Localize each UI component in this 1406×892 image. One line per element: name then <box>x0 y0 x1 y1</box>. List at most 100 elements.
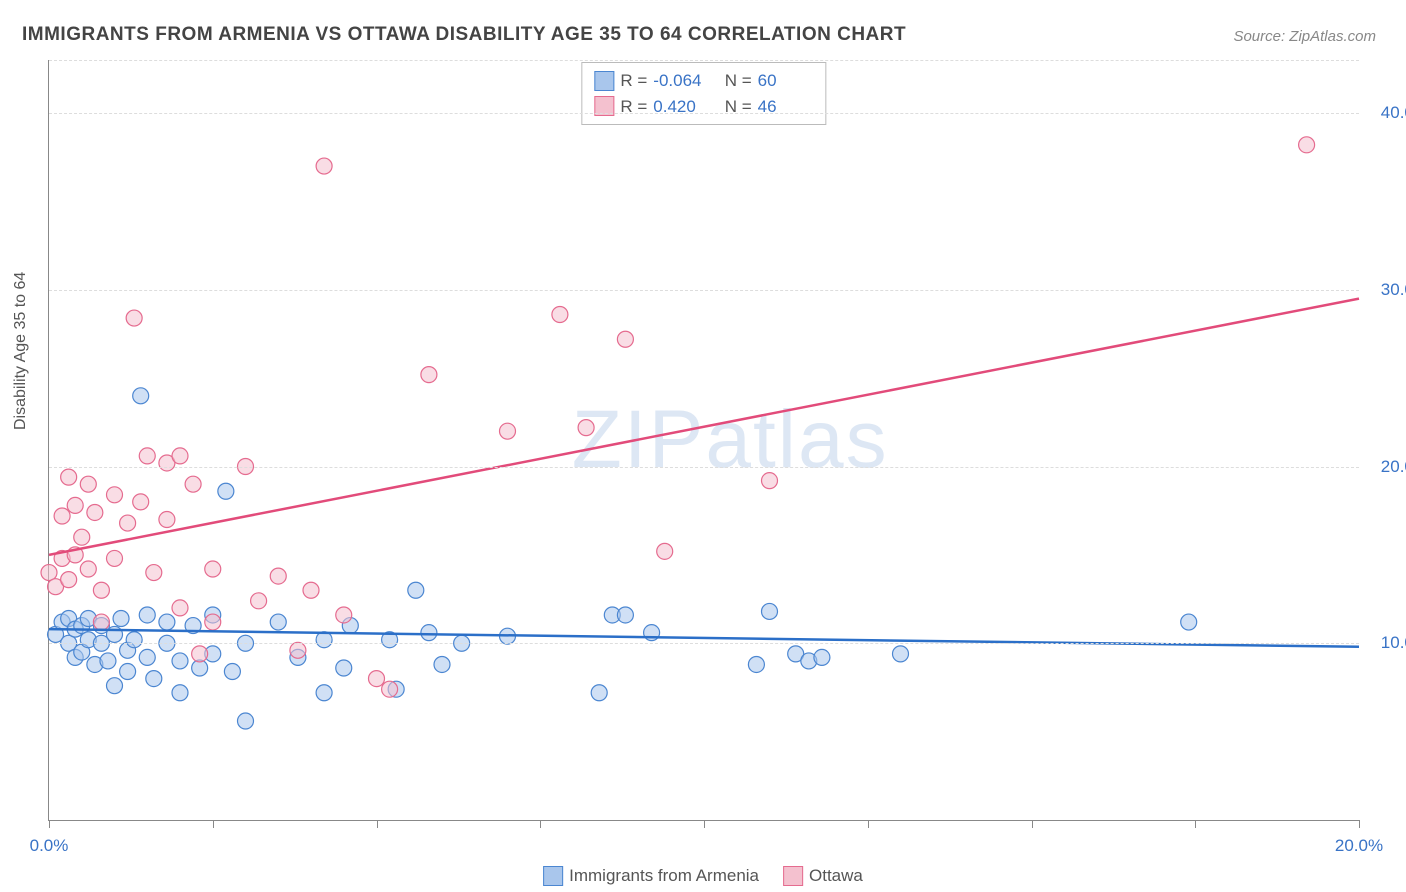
y-tick-label: 10.0% <box>1369 633 1406 653</box>
data-point <box>814 649 830 665</box>
data-point <box>617 607 633 623</box>
y-tick-label: 40.0% <box>1369 103 1406 123</box>
data-point <box>120 664 136 680</box>
data-point <box>100 653 116 669</box>
data-point <box>1299 137 1315 153</box>
data-point <box>107 487 123 503</box>
data-point <box>113 611 129 627</box>
legend-item: Ottawa <box>783 866 863 886</box>
legend-r-value: -0.064 <box>653 68 709 94</box>
legend-correlation: R = -0.064 N = 60R = 0.420 N = 46 <box>581 62 826 125</box>
data-point <box>382 681 398 697</box>
data-point <box>93 614 109 630</box>
gridline <box>49 643 1359 644</box>
data-point <box>434 656 450 672</box>
data-point <box>159 512 175 528</box>
y-axis-label: Disability Age 35 to 64 <box>12 272 30 430</box>
data-point <box>107 678 123 694</box>
data-point <box>172 448 188 464</box>
data-point <box>238 713 254 729</box>
data-point <box>762 473 778 489</box>
data-point <box>290 642 306 658</box>
data-point <box>139 649 155 665</box>
x-tick-label: 20.0% <box>1335 836 1383 856</box>
data-point <box>126 310 142 326</box>
scatter-svg <box>49 60 1359 820</box>
x-tick-label: 0.0% <box>30 836 69 856</box>
legend-n-value: 46 <box>758 94 814 120</box>
x-tick <box>1359 820 1360 828</box>
data-point <box>74 529 90 545</box>
data-point <box>421 625 437 641</box>
x-tick <box>868 820 869 828</box>
data-point <box>369 671 385 687</box>
x-tick <box>49 820 50 828</box>
data-point <box>748 656 764 672</box>
legend-row: R = 0.420 N = 46 <box>594 94 813 120</box>
data-point <box>54 508 70 524</box>
data-point <box>159 614 175 630</box>
data-point <box>578 420 594 436</box>
data-point <box>205 614 221 630</box>
data-point <box>316 158 332 174</box>
data-point <box>303 582 319 598</box>
x-tick <box>540 820 541 828</box>
data-point <box>107 550 123 566</box>
x-tick <box>1195 820 1196 828</box>
legend-swatch <box>543 866 563 886</box>
legend-r-value: 0.420 <box>653 94 709 120</box>
legend-swatch <box>783 866 803 886</box>
data-point <box>80 476 96 492</box>
data-point <box>408 582 424 598</box>
data-point <box>133 494 149 510</box>
data-point <box>67 497 83 513</box>
data-point <box>146 565 162 581</box>
data-point <box>762 603 778 619</box>
data-point <box>316 685 332 701</box>
data-point <box>552 307 568 323</box>
data-point <box>421 367 437 383</box>
data-point <box>270 568 286 584</box>
legend-n-label: N = <box>715 68 751 94</box>
legend-r-label: R = <box>620 68 647 94</box>
x-tick <box>1032 820 1033 828</box>
gridline <box>49 290 1359 291</box>
data-point <box>133 388 149 404</box>
data-point <box>146 671 162 687</box>
data-point <box>591 685 607 701</box>
data-point <box>192 646 208 662</box>
data-point <box>172 653 188 669</box>
data-point <box>205 561 221 577</box>
data-point <box>1181 614 1197 630</box>
plot-area: ZIPatlas R = -0.064 N = 60R = 0.420 N = … <box>48 60 1359 821</box>
legend-n-label: N = <box>715 94 751 120</box>
data-point <box>126 632 142 648</box>
data-point <box>251 593 267 609</box>
gridline <box>49 60 1359 61</box>
y-tick-label: 20.0% <box>1369 457 1406 477</box>
legend-label: Immigrants from Armenia <box>569 866 759 886</box>
data-point <box>61 469 77 485</box>
data-point <box>657 543 673 559</box>
data-point <box>61 572 77 588</box>
y-tick-label: 30.0% <box>1369 280 1406 300</box>
x-tick <box>213 820 214 828</box>
chart-title: IMMIGRANTS FROM ARMENIA VS OTTAWA DISABI… <box>22 24 906 46</box>
trend-line <box>49 299 1359 555</box>
gridline <box>49 113 1359 114</box>
data-point <box>185 476 201 492</box>
gridline <box>49 467 1359 468</box>
data-point <box>617 331 633 347</box>
data-point <box>87 504 103 520</box>
x-tick <box>377 820 378 828</box>
data-point <box>172 600 188 616</box>
data-point <box>500 423 516 439</box>
data-point <box>172 685 188 701</box>
data-point <box>893 646 909 662</box>
data-point <box>139 607 155 623</box>
data-point <box>270 614 286 630</box>
data-point <box>224 664 240 680</box>
data-point <box>93 582 109 598</box>
x-tick <box>704 820 705 828</box>
legend-series: Immigrants from Armenia Ottawa <box>543 866 863 886</box>
